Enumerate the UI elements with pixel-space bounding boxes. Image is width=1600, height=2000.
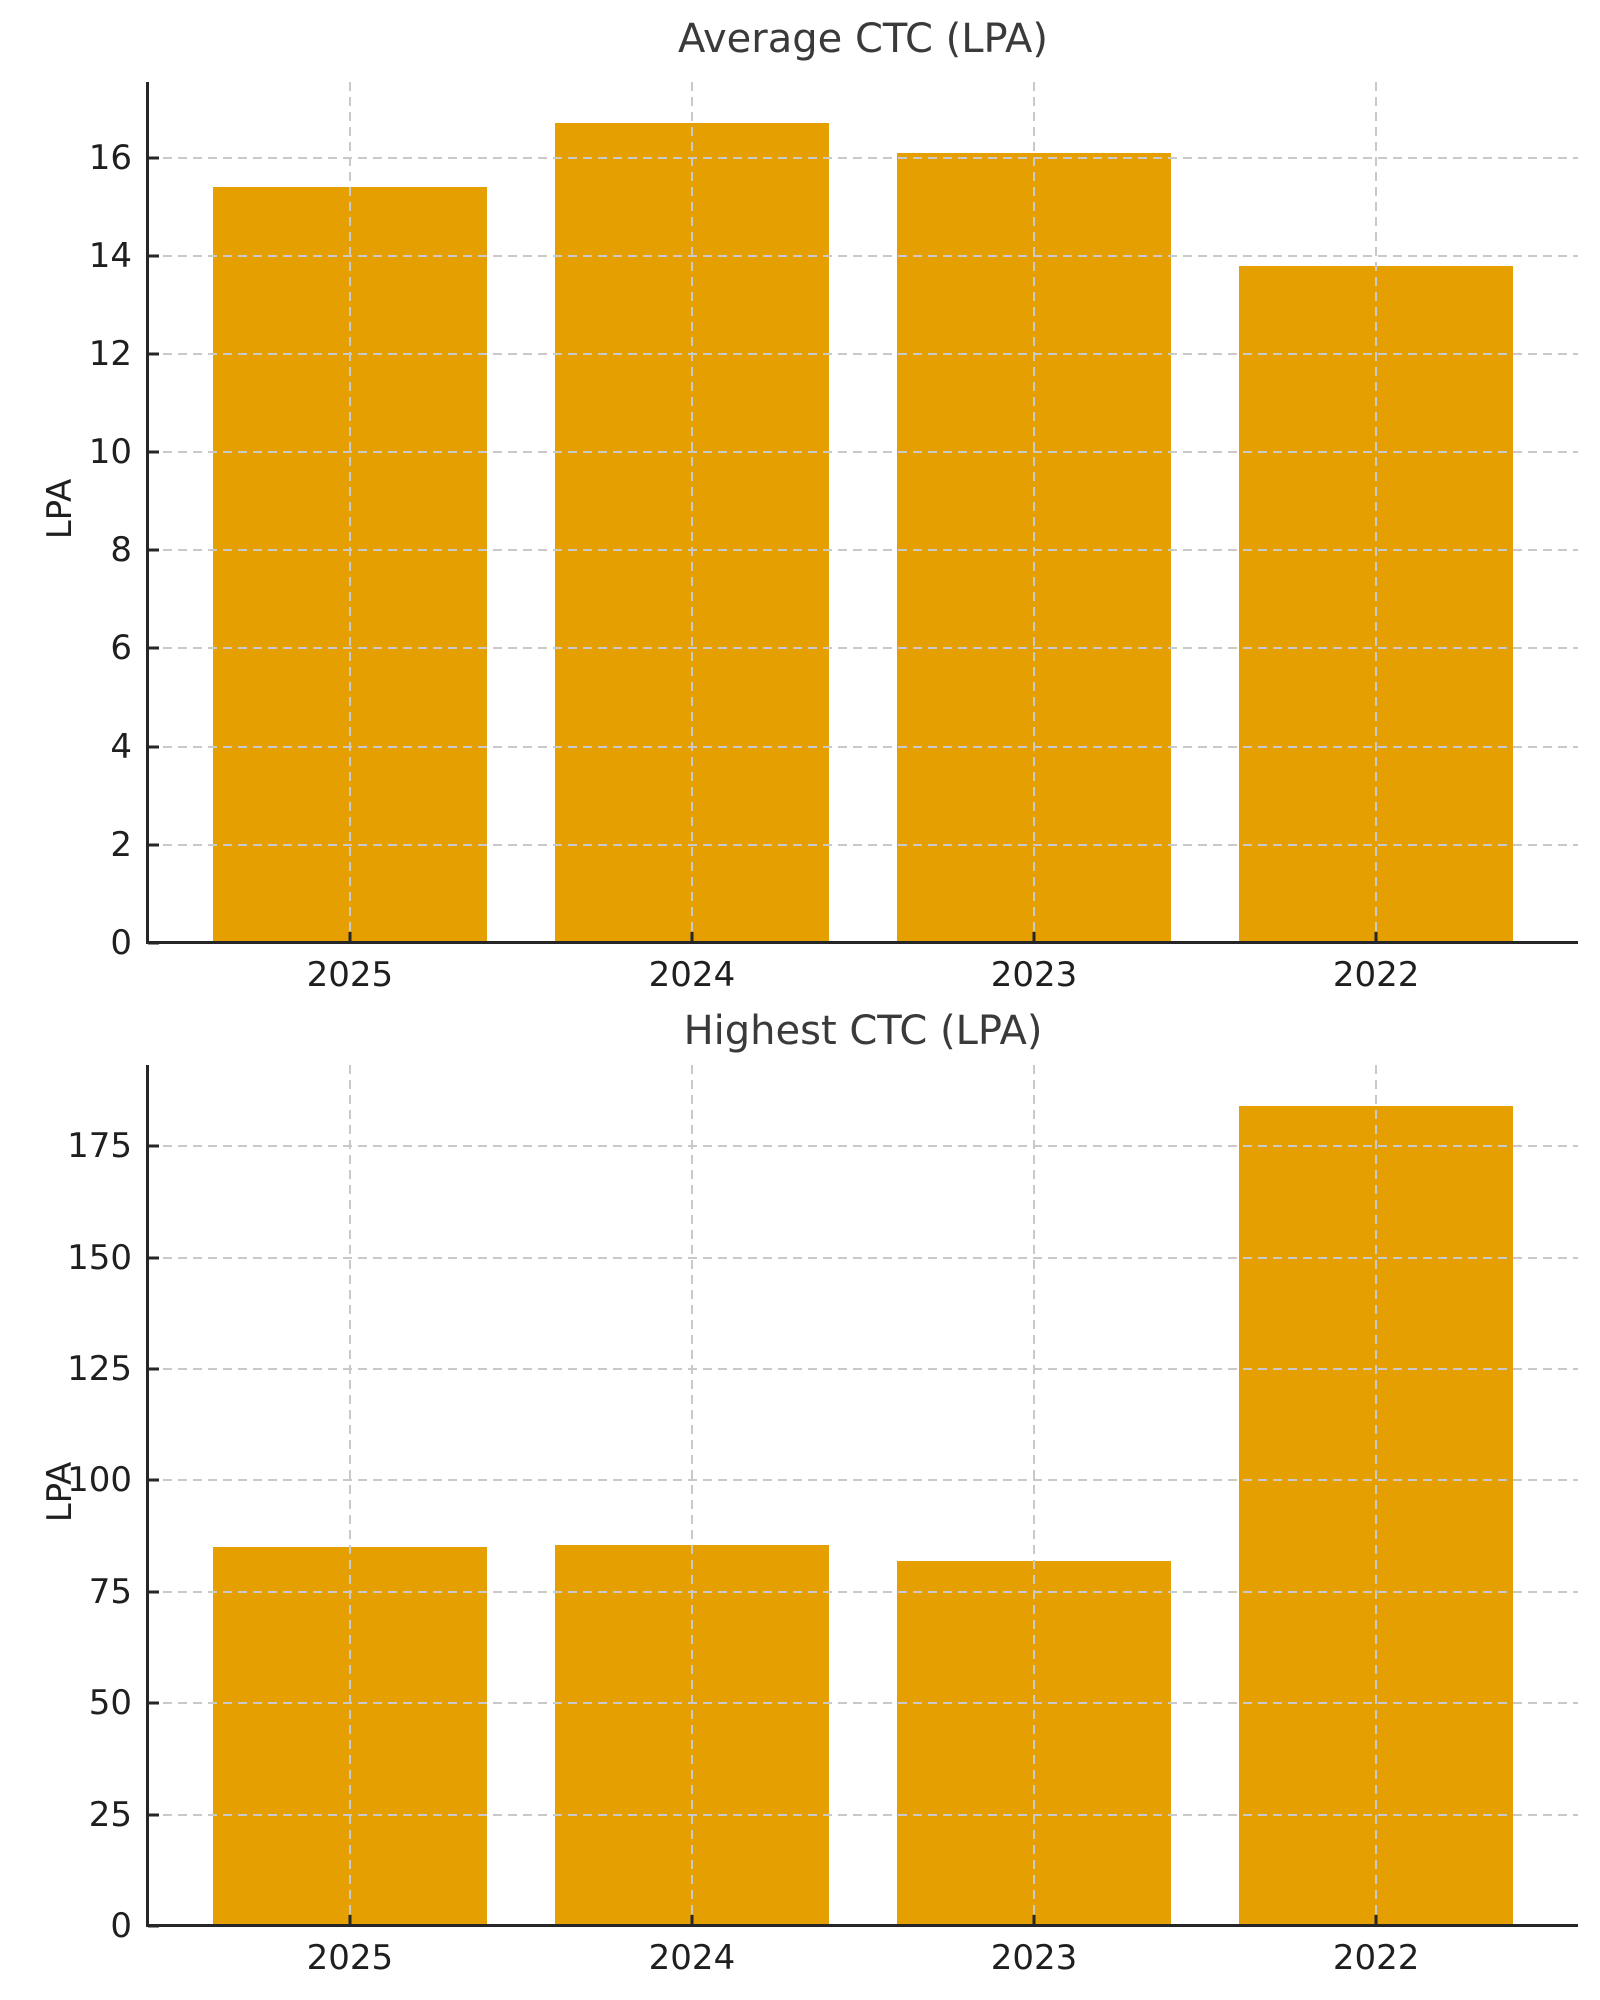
v-gridline — [1033, 82, 1036, 943]
highest-ctc-chart: Highest CTC (LPA) 0 25 50 75 100 125 150 175 202… — [0, 1000, 1600, 2000]
y-tick-label: 14 — [88, 235, 132, 276]
y-tick-label: 150 — [67, 1237, 132, 1278]
y-axis-spine — [146, 82, 149, 944]
chart-title: Highest CTC (LPA) — [683, 1008, 1043, 1054]
y-tick-mark — [148, 1478, 159, 1482]
h-gridline — [148, 1590, 1578, 1593]
v-gridline — [348, 1065, 351, 1926]
v-gridline — [1375, 1065, 1378, 1926]
x-tick-label: 2025 — [306, 955, 394, 995]
y-tick-label: 8 — [110, 530, 132, 571]
h-gridline — [148, 745, 1578, 748]
y-tick-mark — [148, 1813, 159, 1817]
y-tick-label: 2 — [110, 824, 132, 865]
h-gridline — [148, 1479, 1578, 1482]
x-axis-spine — [146, 1924, 1578, 1927]
x-tick-label: 2024 — [648, 1938, 736, 1978]
x-tick-mark — [348, 932, 352, 943]
y-tick-mark — [148, 1367, 159, 1371]
v-gridline — [690, 1065, 693, 1926]
y-tick-mark — [148, 1590, 159, 1594]
y-axis-spine — [146, 1065, 149, 1927]
h-gridline — [148, 1367, 1578, 1370]
grid-layer — [148, 82, 1578, 943]
y-tick-label: 0 — [110, 923, 132, 963]
v-gridline — [690, 82, 693, 943]
x-tick-mark — [690, 1915, 694, 1926]
h-gridline — [148, 1145, 1578, 1148]
ticks-layer: 0 25 50 75 100 125 150 175 2025 2024 2023 2022 — [67, 1065, 1578, 1978]
h-gridline — [148, 254, 1578, 257]
grid-layer — [148, 1065, 1578, 1926]
y-tick-mark — [148, 450, 159, 454]
x-tick-mark — [348, 1915, 352, 1926]
y-axis-label: LPA — [40, 478, 80, 539]
y-tick-mark — [148, 1701, 159, 1705]
x-tick-mark — [690, 932, 694, 943]
y-tick-label: 16 — [88, 137, 132, 178]
y-tick-mark — [148, 548, 159, 552]
plot-area: 0 2 4 6 8 10 12 14 16 2025 2024 2023 2022 LPA — [40, 82, 1578, 995]
y-tick-label: 125 — [67, 1348, 132, 1389]
x-tick-mark — [1032, 932, 1036, 943]
y-tick-label: 75 — [88, 1571, 132, 1612]
y-tick-label: 25 — [88, 1794, 132, 1835]
y-tick-mark — [148, 843, 159, 847]
x-tick-label: 2022 — [1332, 1938, 1420, 1978]
y-tick-label: 12 — [88, 333, 132, 374]
y-tick-label: 50 — [88, 1683, 132, 1724]
y-tick-label: 0 — [110, 1906, 132, 1946]
v-gridline — [348, 82, 351, 943]
h-gridline — [148, 352, 1578, 355]
v-gridline — [1375, 82, 1378, 943]
x-tick-mark — [1374, 932, 1378, 943]
v-gridline — [1033, 1065, 1036, 1926]
ticks-layer: 0 2 4 6 8 10 12 14 16 2025 2024 2023 2022 — [89, 82, 1578, 995]
x-tick-label: 2023 — [990, 1938, 1078, 1978]
h-gridline — [148, 1256, 1578, 1259]
x-tick-label: 2023 — [990, 955, 1078, 995]
y-tick-label: 4 — [110, 726, 132, 767]
h-gridline — [148, 156, 1578, 159]
y-tick-mark — [148, 745, 159, 749]
y-tick-label: 6 — [110, 628, 132, 669]
y-tick-mark — [148, 1256, 159, 1260]
x-tick-mark — [1374, 1915, 1378, 1926]
y-tick-mark — [148, 646, 159, 650]
h-gridline — [148, 451, 1578, 454]
chart-title: Average CTC (LPA) — [677, 16, 1049, 62]
h-gridline — [148, 843, 1578, 846]
h-gridline — [148, 1702, 1578, 1705]
h-gridline — [148, 549, 1578, 552]
plot-area: 0 25 50 75 100 125 150 175 2025 2024 2023 2022 LPA — [40, 1065, 1578, 1978]
x-axis-spine — [146, 941, 1578, 944]
y-tick-label: 100 — [67, 1460, 132, 1501]
x-tick-label: 2025 — [306, 1938, 394, 1978]
x-tick-label: 2022 — [1332, 955, 1420, 995]
y-tick-label: 175 — [67, 1126, 132, 1167]
y-tick-mark — [148, 156, 159, 160]
y-tick-label: 10 — [88, 432, 132, 473]
h-gridline — [148, 647, 1578, 650]
x-tick-mark — [1032, 1915, 1036, 1926]
y-tick-mark — [148, 352, 159, 356]
h-gridline — [148, 1813, 1578, 1816]
x-tick-label: 2024 — [648, 955, 736, 995]
y-tick-mark — [148, 254, 159, 258]
average-ctc-chart: Average CTC (LPA) 0 2 4 6 8 10 12 14 16 2025 2024 2… — [40, 16, 1578, 995]
y-tick-mark — [148, 1144, 159, 1148]
